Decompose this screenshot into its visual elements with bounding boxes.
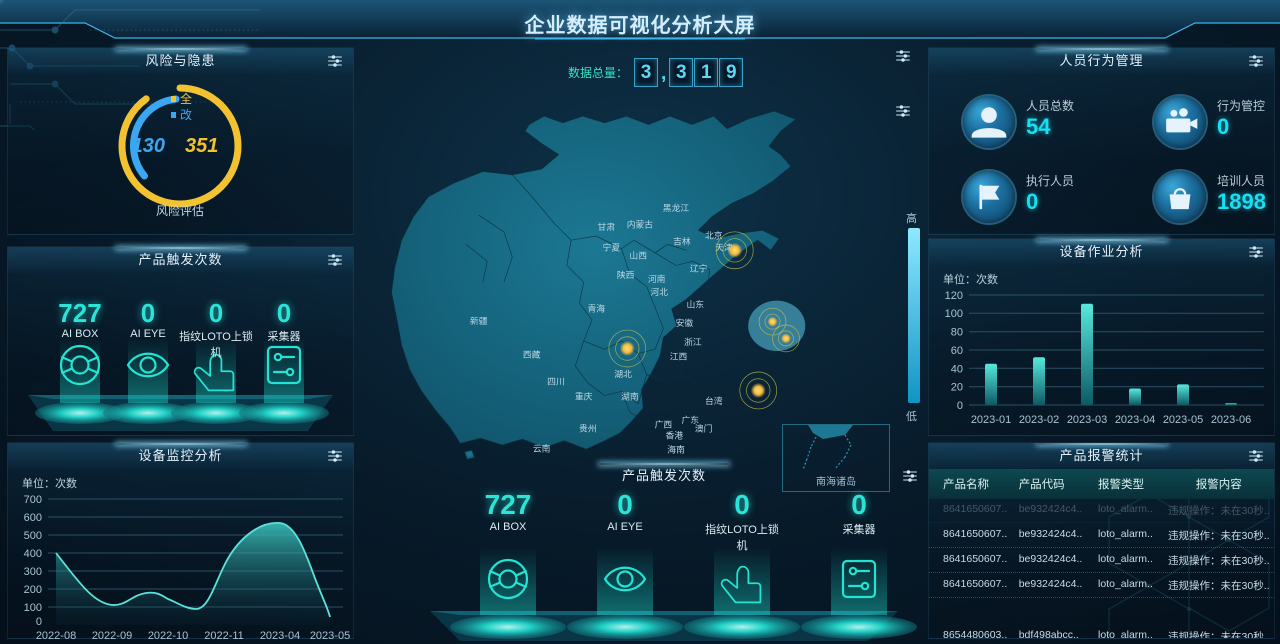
svg-text:浙江: 浙江 (684, 336, 702, 347)
svg-text:100: 100 (945, 308, 963, 320)
svg-text:河南: 河南 (648, 273, 666, 284)
svg-text:351: 351 (185, 135, 218, 157)
svg-text:0: 0 (957, 400, 963, 412)
svg-text:贵州: 贵州 (579, 423, 597, 434)
svg-text:2022-10: 2022-10 (148, 630, 188, 641)
svg-text:台湾: 台湾 (705, 395, 723, 406)
svg-text:120: 120 (945, 290, 963, 302)
svg-text:2022-08: 2022-08 (36, 630, 76, 641)
svg-text:青海: 青海 (587, 303, 605, 314)
svg-text:内蒙古: 内蒙古 (627, 219, 654, 230)
svg-text:80: 80 (951, 327, 963, 339)
svg-text:四川: 四川 (547, 377, 565, 387)
svg-text:重庆: 重庆 (575, 391, 593, 402)
svg-text:130: 130 (132, 135, 165, 157)
svg-text:2023-03: 2023-03 (1067, 414, 1107, 426)
svg-text:2023-04: 2023-04 (260, 630, 300, 641)
svg-text:200: 200 (24, 584, 42, 596)
svg-text:西藏: 西藏 (523, 349, 541, 360)
svg-text:江西: 江西 (670, 351, 688, 361)
svg-text:广西: 广西 (655, 418, 673, 429)
svg-text:海南: 海南 (667, 444, 685, 455)
svg-text:新疆: 新疆 (470, 315, 488, 326)
svg-text:风险评估: 风险评估 (156, 203, 204, 218)
svg-text:700: 700 (24, 494, 42, 506)
svg-text:山东: 山东 (686, 298, 704, 309)
svg-text:100: 100 (24, 602, 42, 614)
svg-text:2022-09: 2022-09 (92, 630, 132, 641)
svg-text:河北: 河北 (650, 286, 668, 297)
svg-text:甘肃: 甘肃 (598, 221, 616, 232)
svg-text:全: 全 (180, 91, 192, 106)
svg-text:600: 600 (24, 512, 42, 524)
svg-text:陕西: 陕西 (617, 269, 635, 280)
svg-text:湖南: 湖南 (621, 391, 639, 402)
svg-text:吉林: 吉林 (673, 235, 691, 246)
svg-text:40: 40 (951, 363, 963, 375)
svg-text:2023-02: 2023-02 (1019, 414, 1059, 426)
svg-text:20: 20 (951, 382, 963, 394)
svg-text:0: 0 (36, 616, 42, 628)
svg-text:山西: 山西 (629, 251, 647, 261)
svg-text:2023-04: 2023-04 (1115, 414, 1155, 426)
svg-text:辽宁: 辽宁 (690, 262, 708, 273)
svg-text:安徽: 安徽 (676, 317, 694, 328)
svg-text:500: 500 (24, 530, 42, 542)
svg-text:2023-01: 2023-01 (971, 414, 1011, 426)
svg-text:黑龙江: 黑龙江 (663, 202, 690, 213)
svg-text:400: 400 (24, 548, 42, 560)
svg-text:澳门: 澳门 (695, 423, 713, 434)
svg-text:2022-11: 2022-11 (204, 630, 244, 641)
svg-text:60: 60 (951, 345, 963, 357)
svg-text:2023-06: 2023-06 (1211, 414, 1251, 426)
svg-text:2023-05: 2023-05 (310, 630, 350, 641)
svg-text:300: 300 (24, 566, 42, 578)
svg-text:2023-05: 2023-05 (1163, 414, 1203, 426)
svg-text:云南: 云南 (533, 443, 551, 454)
svg-text:宁夏: 宁夏 (603, 241, 621, 252)
svg-text:改: 改 (180, 108, 192, 122)
svg-text:湖北: 湖北 (614, 369, 632, 379)
svg-text:香港: 香港 (666, 429, 684, 440)
